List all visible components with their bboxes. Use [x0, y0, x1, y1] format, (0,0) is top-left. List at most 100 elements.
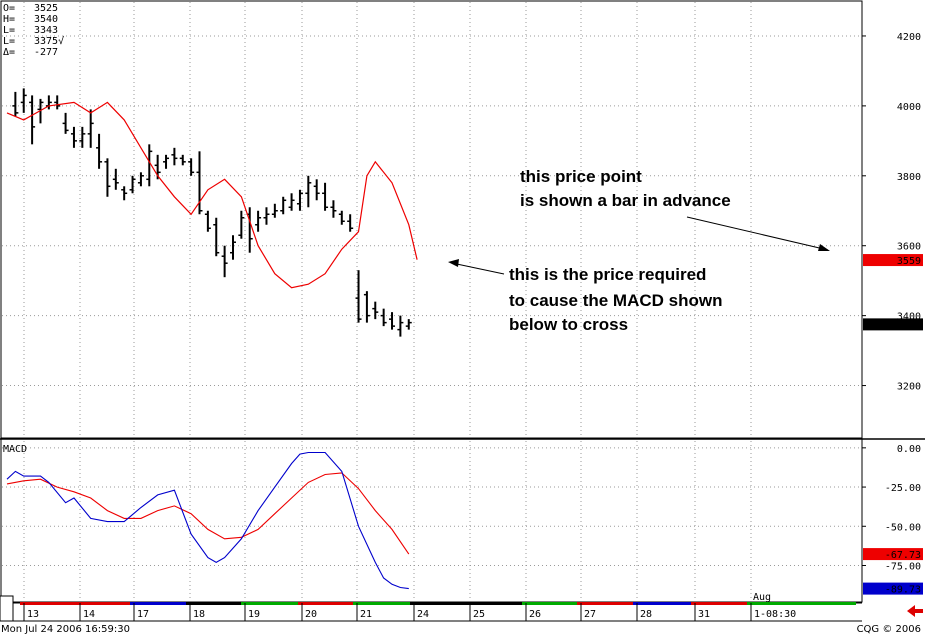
price-ytick-label: 4200 [897, 32, 921, 43]
ohlc-bar [62, 112, 69, 134]
x-axis-day-label: 14 [83, 609, 95, 620]
macd-marker-label: -89.73 [885, 585, 921, 596]
ohlc-bar [213, 217, 220, 257]
ohlc-bar [129, 175, 136, 194]
ohlc-bar [29, 95, 36, 145]
x-axis-day-label: 24 [417, 609, 429, 620]
x-axis-day-bar [522, 602, 577, 605]
ohlc-readout: O= 3525 H= 3540 L= 3343 L= 3375√ Δ= -277 [3, 3, 64, 58]
price-y-ticks: 4200 4000 3800 3600 3400 3200 [862, 32, 921, 393]
annotation-arrow-left [451, 262, 505, 275]
ohlc-bar [121, 186, 128, 201]
ohlc-bar [271, 203, 278, 218]
annotation-price-point-line-1: this price point [520, 167, 642, 186]
ohlc-label-4: Δ= [3, 47, 15, 58]
price-panel: 4200 4000 3800 3600 3400 3200 3559 3375 [0, 0, 923, 439]
price-ytick-label: 3600 [897, 242, 921, 253]
ohlc-bar [355, 270, 362, 323]
ohlc-bar [146, 144, 153, 187]
ohlc-value-4: -277 [34, 47, 58, 58]
x-axis-day-label: 18 [193, 609, 205, 620]
macd-signal-line [6, 472, 410, 555]
ohlc-bar [163, 154, 170, 169]
macd-title: MACD [3, 444, 27, 455]
x-axis-day-label: 1-08:30 [754, 609, 796, 620]
ohlc-bar [380, 308, 387, 327]
macd-panel: MACD 0.00 -25.00 -50.00 -75.00 -67.73 -89.73 [0, 438, 925, 603]
ohlc-bar [12, 91, 19, 117]
x-axis-day-label: 21 [360, 609, 372, 620]
ohlc-bar [87, 109, 94, 148]
price-ytick-label: 3400 [897, 312, 921, 323]
ohlc-label-3: L= [3, 36, 15, 47]
status-copyright: CQG © 2006 [856, 624, 921, 635]
ohlc-bar [204, 210, 211, 232]
ohlc-bar [179, 154, 186, 166]
ohlc-bar [389, 312, 396, 330]
x-axis-day-bar [241, 602, 298, 605]
ohlc-bar [372, 301, 379, 320]
x-axis-day-label: 13 [27, 609, 39, 620]
annotation-price-point: this price point is shown a bar in advan… [520, 167, 830, 251]
ohlc-bar [188, 158, 195, 176]
ohlc-bar [171, 147, 178, 166]
ohlc-bar [137, 172, 144, 187]
ohlc-bars [12, 88, 412, 337]
price-marker-label: 3375 [897, 320, 921, 331]
x-axis-day-bar [130, 602, 186, 605]
x-axis: 13 14 17 18 19 20 21 24 25 26 27 28 31 1-08:30 Aug [13, 592, 862, 622]
ohlc-bar [255, 210, 262, 232]
ohlc-bar [263, 207, 270, 225]
x-axis-day-label: 31 [698, 609, 710, 620]
moving-average-line [6, 101, 418, 289]
x-axis-day-bar [747, 602, 856, 605]
ohlc-value-1: 3540 [34, 14, 58, 25]
ohlc-label-1: H= [3, 14, 15, 25]
macd-line [6, 451, 409, 590]
ohlc-bar [104, 158, 111, 197]
ohlc-bar [288, 193, 295, 211]
ohlc-bar [313, 179, 320, 201]
x-axis-day-bar [353, 602, 410, 605]
price-marker-label: 3559 [897, 256, 921, 267]
ohlc-bar [79, 126, 86, 148]
macd-ytick-label: -50.00 [885, 522, 921, 533]
ohlc-bar [229, 235, 236, 260]
ohlc-bar [322, 182, 329, 211]
x-axis-day-bar [76, 602, 130, 605]
ohlc-bar [363, 291, 370, 323]
scroll-right-arrow-icon[interactable] [907, 605, 923, 617]
x-axis-day-bar [466, 602, 522, 605]
macd-marker-label: -67.73 [885, 550, 921, 561]
annotation-required: this is the price required to cause the … [448, 259, 722, 334]
x-axis-day-bar [691, 602, 747, 605]
macd-ytick-label: 0.00 [897, 444, 921, 455]
ohlc-bar [20, 88, 27, 113]
ohlc-value-3: 3375√ [34, 35, 64, 47]
macd-marker-box [863, 548, 923, 561]
x-axis-month-label: Aug [753, 592, 771, 603]
x-axis-day-label: 25 [473, 609, 485, 620]
macd-markers: -67.73 -89.73 [863, 548, 923, 596]
macd-ytick-label: -25.00 [885, 483, 921, 494]
price-marker-box [863, 318, 923, 331]
ohlc-bar [70, 126, 77, 148]
annotation-required-line-2: to cause the MACD shown [509, 291, 722, 310]
x-axis-day-bar [186, 602, 241, 605]
x-axis-day-bar [577, 602, 633, 605]
price-ytick-label: 3800 [897, 172, 921, 183]
x-axis-day-label: 20 [305, 609, 317, 620]
ohlc-bar [280, 196, 287, 215]
annotation-price-point-line-2: is shown a bar in advance [520, 191, 731, 210]
ohlc-bar [196, 151, 203, 215]
ohlc-label-0: O= [3, 3, 15, 14]
price-panel-border [0, 0, 863, 439]
scroll-handle[interactable] [0, 595, 14, 622]
x-axis-day-bar [410, 602, 466, 605]
ohlc-bar [112, 168, 119, 190]
ohlc-bar [330, 200, 337, 218]
ohlc-bar [238, 210, 245, 239]
macd-y-ticks: 0.00 -25.00 -50.00 -75.00 [862, 444, 921, 572]
x-axis-day-label: 19 [248, 609, 260, 620]
price-ytick-label: 4000 [897, 102, 921, 113]
